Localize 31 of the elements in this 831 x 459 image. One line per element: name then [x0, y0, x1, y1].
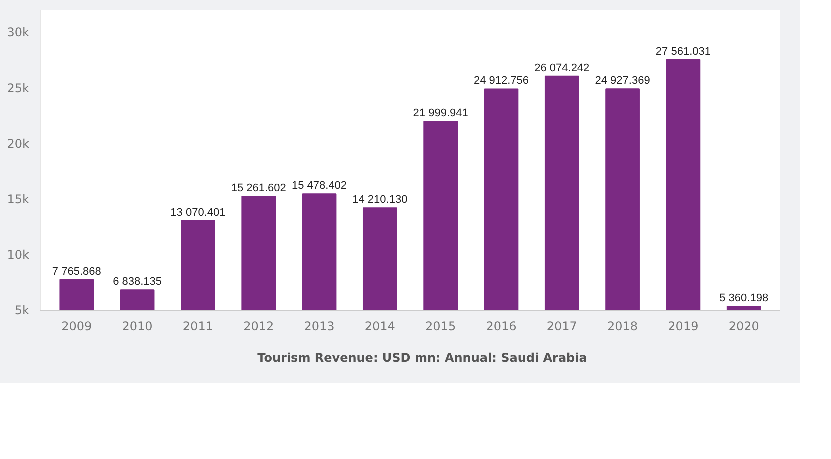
x-tick-label: 2015 — [426, 320, 456, 334]
x-tick-label: 2016 — [486, 320, 517, 334]
data-label: 27 561.031 — [656, 46, 711, 58]
data-label: 15 261.602 — [231, 182, 286, 194]
y-tick-label: 10k — [7, 248, 30, 262]
y-tick-label: 15k — [7, 192, 30, 206]
data-label: 24 927.369 — [595, 75, 650, 88]
data-label: 7 765.868 — [52, 266, 102, 278]
y-tick-label: 30k — [7, 26, 30, 40]
data-label: 26 074.242 — [534, 62, 590, 74]
x-tick-label: 2014 — [364, 320, 396, 334]
x-tick-label: 2010 — [122, 320, 153, 334]
data-label: 15 478.402 — [292, 180, 348, 192]
y-tick-label: 20k — [7, 136, 30, 151]
x-tick-label: 2017 — [546, 320, 578, 334]
y-tick-label: 5k — [14, 304, 30, 318]
y-tick-label: 25k — [7, 81, 30, 96]
data-label: 5 360.198 — [720, 292, 769, 304]
text: Tourism Revenue: USD mn: Annual: Saudi Arabia — [258, 351, 588, 365]
x-tick-label: 2020 — [728, 320, 760, 334]
x-tick-label: 2019 — [668, 320, 699, 334]
data-label: 14 210.130 — [352, 194, 408, 206]
data-label: 6 838.135 — [113, 276, 162, 288]
x-tick-label: 2012 — [244, 320, 274, 334]
data-label: 21 999.941 — [413, 108, 468, 120]
data-label: 24 912.756 — [474, 75, 530, 88]
x-tick-label: 2009 — [62, 320, 92, 334]
x-tick-label: 2013 — [304, 320, 335, 334]
x-tick-label: 2018 — [608, 320, 638, 334]
x-tick-label: 2011 — [182, 320, 214, 334]
data-label: 13 070.401 — [170, 206, 226, 219]
